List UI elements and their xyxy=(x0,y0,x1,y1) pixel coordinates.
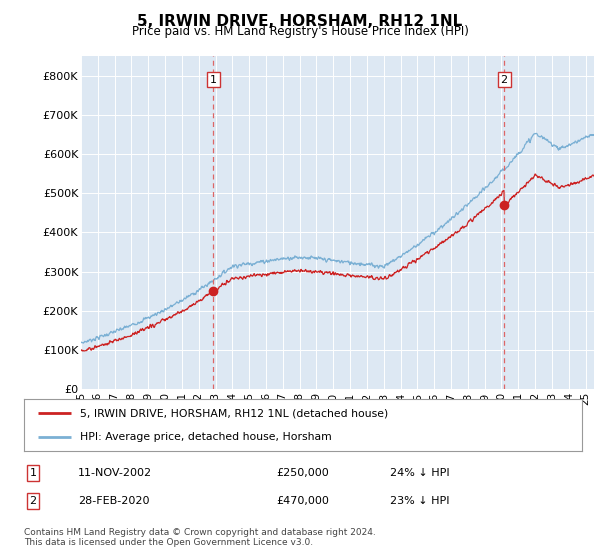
Text: £250,000: £250,000 xyxy=(276,468,329,478)
Text: HPI: Average price, detached house, Horsham: HPI: Average price, detached house, Hors… xyxy=(80,432,332,442)
Text: 5, IRWIN DRIVE, HORSHAM, RH12 1NL: 5, IRWIN DRIVE, HORSHAM, RH12 1NL xyxy=(137,14,463,29)
Text: 2: 2 xyxy=(500,74,508,85)
Text: 11-NOV-2002: 11-NOV-2002 xyxy=(78,468,152,478)
Text: 24% ↓ HPI: 24% ↓ HPI xyxy=(390,468,449,478)
Text: 23% ↓ HPI: 23% ↓ HPI xyxy=(390,496,449,506)
Text: 5, IRWIN DRIVE, HORSHAM, RH12 1NL (detached house): 5, IRWIN DRIVE, HORSHAM, RH12 1NL (detac… xyxy=(80,408,388,418)
Text: 28-FEB-2020: 28-FEB-2020 xyxy=(78,496,149,506)
Text: Price paid vs. HM Land Registry's House Price Index (HPI): Price paid vs. HM Land Registry's House … xyxy=(131,25,469,38)
Text: Contains HM Land Registry data © Crown copyright and database right 2024.
This d: Contains HM Land Registry data © Crown c… xyxy=(24,528,376,547)
Text: 1: 1 xyxy=(210,74,217,85)
Text: 2: 2 xyxy=(29,496,37,506)
Text: 1: 1 xyxy=(29,468,37,478)
Text: £470,000: £470,000 xyxy=(276,496,329,506)
